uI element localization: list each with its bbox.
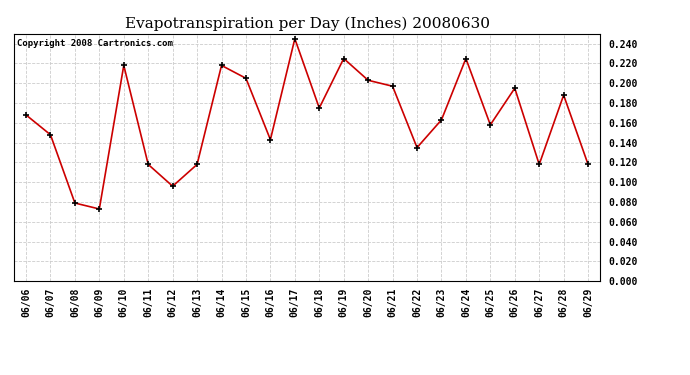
Text: Copyright 2008 Cartronics.com: Copyright 2008 Cartronics.com: [17, 39, 172, 48]
Title: Evapotranspiration per Day (Inches) 20080630: Evapotranspiration per Day (Inches) 2008…: [125, 17, 489, 31]
